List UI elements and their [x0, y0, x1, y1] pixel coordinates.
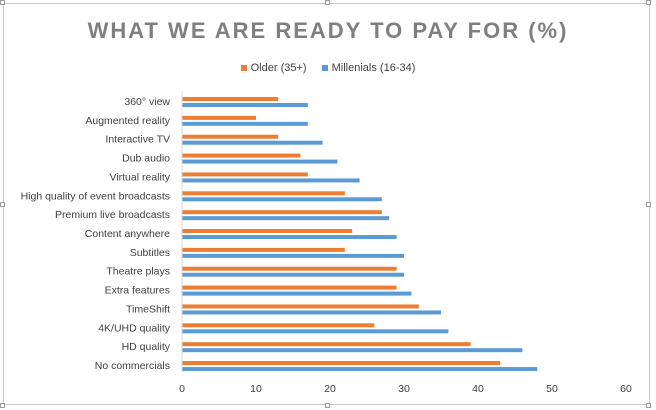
- resize-handle-top-center[interactable]: [325, 0, 330, 5]
- category-label: Premium live broadcasts: [55, 209, 170, 221]
- bar-older: [182, 247, 345, 252]
- resize-handle-middle-left[interactable]: [0, 202, 5, 207]
- resize-handle-middle-right[interactable]: [646, 202, 651, 207]
- bar-millenials: [182, 367, 538, 372]
- legend-swatch-millenials: [321, 65, 328, 72]
- legend-item-older: Older (35+): [240, 62, 307, 75]
- resize-handle-bottom-right[interactable]: [646, 403, 651, 408]
- x-tick-label: 50: [546, 383, 558, 395]
- bar-older: [182, 134, 279, 139]
- bar-millenials: [182, 197, 382, 202]
- bar-older: [182, 342, 471, 347]
- bar-older: [182, 191, 345, 196]
- bar-older: [182, 229, 353, 234]
- bar-millenials: [182, 140, 323, 145]
- bar-older: [182, 323, 375, 328]
- bar-millenials: [182, 253, 404, 258]
- category-label: Virtual reality: [110, 171, 171, 183]
- category-label: High quality of event broadcasts: [21, 190, 170, 202]
- category-label: Augmented reality: [85, 115, 170, 127]
- legend-item-millenials: Millenials (16-34): [321, 62, 416, 75]
- bar-millenials: [182, 103, 308, 107]
- bar-millenials: [182, 159, 338, 164]
- category-label: Subtitles: [130, 247, 170, 259]
- bar-older: [182, 361, 501, 366]
- bar-older: [182, 172, 308, 177]
- category-label: 4K/UHD quality: [98, 322, 171, 334]
- x-tick-label: 10: [250, 383, 262, 395]
- resize-handle-bottom-center[interactable]: [325, 403, 330, 408]
- bar-millenials: [182, 348, 523, 353]
- bar-millenials: [182, 291, 412, 296]
- bar-millenials: [182, 310, 441, 315]
- legend-label-millenials: Millenials (16-34): [331, 62, 416, 75]
- bar-older: [182, 304, 419, 309]
- chart-legend: Older (35+) Millenials (16-34): [0, 62, 656, 74]
- resize-handle-bottom-left[interactable]: [0, 403, 5, 408]
- category-label: Theatre plays: [106, 266, 170, 278]
- bar-millenials: [182, 329, 449, 334]
- bar-older: [182, 266, 397, 271]
- x-tick-label: 60: [620, 383, 632, 395]
- x-tick-label: 20: [324, 383, 336, 395]
- category-label: Dub audio: [122, 153, 170, 165]
- category-label: HD quality: [122, 341, 171, 353]
- x-tick-label: 0: [179, 383, 185, 395]
- bar-millenials: [182, 178, 360, 183]
- bar-older: [182, 285, 397, 290]
- bar-older: [182, 97, 279, 101]
- resize-handle-top-right[interactable]: [646, 0, 651, 5]
- legend-swatch-older: [240, 65, 247, 72]
- category-label: Content anywhere: [85, 228, 170, 240]
- bar-older: [182, 115, 256, 120]
- bar-millenials: [182, 272, 404, 277]
- legend-label-older: Older (35+): [250, 62, 307, 75]
- chart-title: WHAT WE ARE READY TO PAY FOR (%): [87, 18, 569, 43]
- bar-older: [182, 210, 382, 215]
- bar-older: [182, 153, 301, 158]
- x-tick-label: 40: [472, 383, 484, 395]
- category-label: Interactive TV: [105, 134, 170, 146]
- resize-handle-top-left[interactable]: [0, 0, 5, 5]
- x-tick-label: 30: [398, 383, 410, 395]
- category-label: TimeShift: [126, 303, 170, 315]
- bar-millenials: [182, 235, 397, 240]
- bar-millenials: [182, 121, 308, 126]
- bar-millenials: [182, 216, 390, 221]
- category-label: 360° view: [124, 96, 170, 108]
- category-label: Extra features: [105, 285, 170, 297]
- category-label: No commercials: [95, 360, 170, 372]
